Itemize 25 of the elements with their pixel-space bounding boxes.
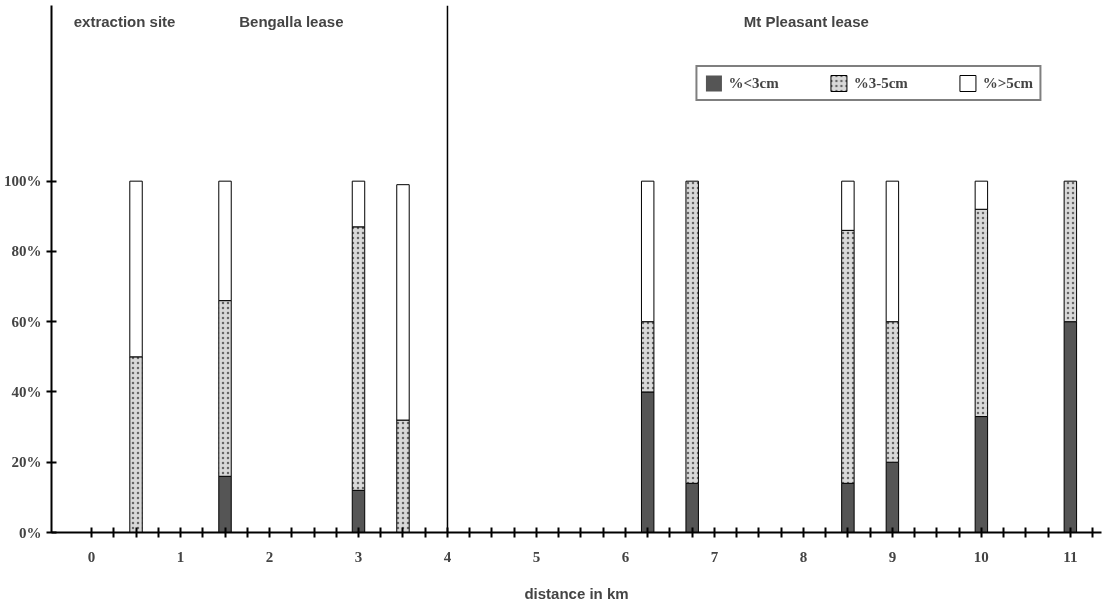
x-tick-label: 7 bbox=[710, 548, 719, 565]
x-tick-label: 5 bbox=[532, 548, 541, 565]
annotation: Bengalla lease bbox=[239, 12, 344, 30]
annotation: extraction site bbox=[73, 12, 176, 30]
legend-label: %>5cm bbox=[982, 74, 1033, 92]
x-tick-label: 2 bbox=[265, 548, 274, 565]
x-tick-label: 11 bbox=[1063, 548, 1078, 565]
y-tick-label: 60% bbox=[11, 313, 42, 330]
x-tick-label: 0 bbox=[87, 548, 96, 565]
y-tick-label: 0% bbox=[19, 524, 42, 541]
annotation: Mt Pleasant lease bbox=[743, 12, 869, 30]
x-tick-label: 4 bbox=[443, 548, 452, 565]
x-tick-label: 3 bbox=[354, 548, 363, 565]
x-tick-label: 9 bbox=[888, 548, 897, 565]
y-tick-label: 40% bbox=[11, 383, 42, 400]
legend-label: %3-5cm bbox=[853, 74, 908, 92]
y-tick-label: 100% bbox=[4, 173, 42, 190]
y-tick-label: 20% bbox=[11, 454, 42, 471]
x-tick-label: 8 bbox=[799, 548, 808, 565]
x-axis-title: distance in km bbox=[524, 584, 629, 602]
x-tick-label: 1 bbox=[176, 548, 185, 565]
x-tick-label: 10 bbox=[973, 548, 989, 565]
y-tick-label: 80% bbox=[11, 243, 42, 260]
x-tick-label: 6 bbox=[621, 548, 630, 565]
legend-label: %<3cm bbox=[728, 74, 779, 92]
